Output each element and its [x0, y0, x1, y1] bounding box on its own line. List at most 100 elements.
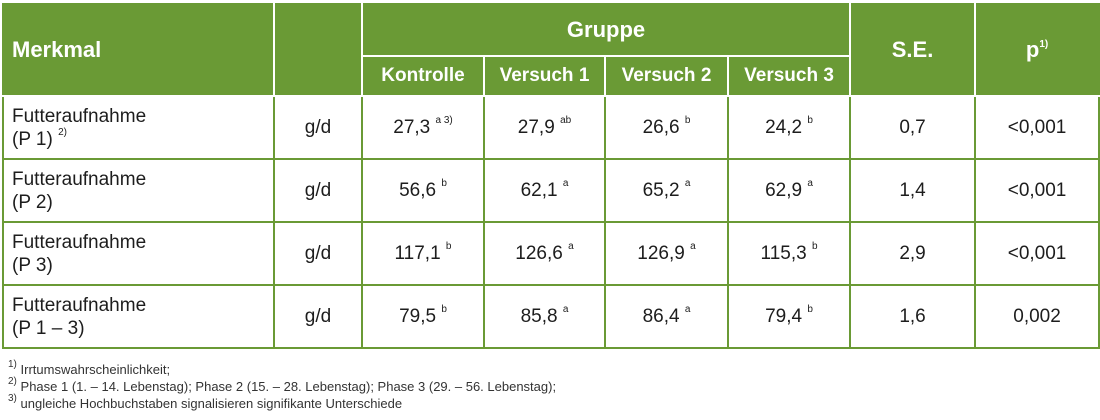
footnote-1: 1) Irrtumswahrscheinlichkeit; [8, 358, 171, 377]
header-versuch-2: Versuch 2 [604, 55, 729, 97]
cell-se: 0,7 [849, 95, 977, 160]
superscript: a [684, 304, 691, 316]
header-versuch-3: Versuch 3 [726, 55, 852, 97]
value: 65,2 [642, 179, 680, 201]
cell-se: 2,9 [849, 221, 977, 286]
cell-versuch-2: 65,2 a [604, 158, 729, 223]
cell-p: <0,001 [974, 221, 1100, 286]
row-label: Futteraufnahme (P 2) [2, 158, 275, 223]
cell-versuch-1: 27,9 ab [483, 95, 606, 160]
row-label-line1: Futteraufnahme [12, 294, 147, 316]
value: 126,6 [515, 242, 563, 264]
superscript: ab [560, 115, 572, 127]
superscript: b [445, 241, 452, 253]
value: 79,5 [399, 305, 437, 327]
footnote-3: 3) ungleiche Hochbuchstaben signalisiere… [8, 392, 403, 411]
row-label-line1: Futteraufnahme [12, 105, 147, 127]
footnote-marker: 1) [8, 358, 17, 370]
cell-versuch-1: 85,8 a [483, 284, 606, 349]
footnote-text: Irrtumswahrscheinlichkeit; [20, 362, 171, 377]
value: 62,9 [765, 179, 803, 201]
table-row: Futteraufnahme (P 1 – 3) g/d 79,5 b 85,8 … [2, 284, 1100, 349]
value: 26,6 [642, 116, 680, 138]
table-row: Futteraufnahme (P 3) g/d 117,1 b 126,6 a … [2, 221, 1100, 286]
header-merkmal: Merkmal [2, 3, 275, 97]
value: 85,8 [520, 305, 558, 327]
cell-p: 0,002 [974, 284, 1100, 349]
cell-versuch-1: 126,6 a [483, 221, 606, 286]
header-p-footnote: 1) [1039, 38, 1049, 50]
superscript: b [441, 178, 447, 190]
header-row-2: Kontrolle Versuch 1 Versuch 2 Versuch 3 [3, 55, 1099, 97]
value: 27,3 [393, 116, 431, 138]
superscript: a [684, 178, 691, 190]
superscript: a [562, 178, 569, 190]
cell-versuch-2: 26,6 b [604, 95, 729, 160]
cell-kontrolle: 79,5 b [361, 284, 485, 349]
header-kontrolle: Kontrolle [361, 55, 485, 97]
superscript: b [811, 241, 818, 253]
row-label-line2: (P 1 – 3) [12, 317, 85, 339]
footnote-marker: 2) [8, 375, 17, 387]
footnote-2: 2) Phase 1 (1. – 14. Lebenstag); Phase 2… [8, 375, 557, 394]
header-row-1: Merkmal Gruppe S.E. p1) [2, 3, 1100, 97]
header-unit [273, 3, 363, 97]
row-label-footnote: 2) [58, 127, 68, 139]
row-label-line2: (P 2) [12, 191, 53, 213]
cell-p: <0,001 [974, 95, 1100, 160]
cell-versuch-1: 62,1 a [483, 158, 606, 223]
superscript: b [807, 304, 813, 316]
row-label: Futteraufnahme (P 1) 2) [2, 95, 275, 160]
footnote-text: Phase 1 (1. – 14. Lebenstag); Phase 2 (1… [20, 379, 557, 394]
cell-unit: g/d [273, 95, 363, 160]
row-label-line2: (P 3) [12, 254, 53, 276]
header-versuch-1: Versuch 1 [483, 55, 606, 97]
value: 117,1 [394, 242, 441, 264]
header-p-label: p [1025, 37, 1040, 62]
cell-versuch-3: 24,2 b [726, 95, 852, 160]
row-label: Futteraufnahme (P 1 – 3) [2, 284, 275, 349]
cell-kontrolle: 56,6 b [361, 158, 485, 223]
value: 115,3 [760, 242, 807, 264]
cell-se: 1,4 [849, 158, 977, 223]
table-row: Futteraufnahme (P 1) 2) g/d 27,3 a 3) 27,… [2, 95, 1100, 160]
cell-p: <0,001 [974, 158, 1100, 223]
superscript: a [568, 241, 574, 253]
superscript: a [562, 304, 569, 316]
cell-versuch-3: 79,4 b [726, 284, 852, 349]
cell-se: 1,6 [849, 284, 977, 349]
superscript: a [807, 178, 813, 190]
cell-versuch-3: 115,3 b [726, 221, 852, 286]
cell-unit: g/d [273, 158, 363, 223]
results-table: Merkmal Gruppe S.E. p1) Kontrolle Versuc… [2, 3, 1100, 349]
value: 86,4 [642, 305, 680, 327]
row-label: Futteraufnahme (P 3) [2, 221, 275, 286]
value: 56,6 [399, 179, 437, 201]
superscript: b [807, 115, 813, 127]
table-row: Futteraufnahme (P 2) g/d 56,6 b 62,1 a 65… [2, 158, 1100, 223]
row-label-line1: Futteraufnahme [12, 168, 147, 190]
superscript: a [690, 241, 696, 253]
value: 62,1 [520, 179, 558, 201]
footnote-text: ungleiche Hochbuchstaben signalisieren s… [20, 396, 403, 411]
value: 126,9 [637, 242, 685, 264]
cell-versuch-2: 126,9 a [604, 221, 729, 286]
header-gruppe: Gruppe [360, 3, 852, 57]
cell-kontrolle: 117,1 b [361, 221, 485, 286]
cell-unit: g/d [273, 221, 363, 286]
row-label-line2: (P 1) [12, 128, 53, 150]
row-label-line1: Futteraufnahme [12, 231, 147, 253]
header-se: S.E. [849, 3, 977, 97]
superscript: b [684, 115, 691, 127]
value: 27,9 [517, 116, 555, 138]
footnote-marker: 3) [8, 392, 17, 404]
cell-versuch-2: 86,4 a [604, 284, 729, 349]
superscript: a 3) [435, 115, 453, 127]
cell-kontrolle: 27,3 a 3) [361, 95, 485, 160]
cell-versuch-3: 62,9 a [726, 158, 852, 223]
superscript: b [441, 304, 447, 316]
cell-unit: g/d [273, 284, 363, 349]
value: 24,2 [765, 116, 803, 138]
value: 79,4 [765, 305, 803, 327]
